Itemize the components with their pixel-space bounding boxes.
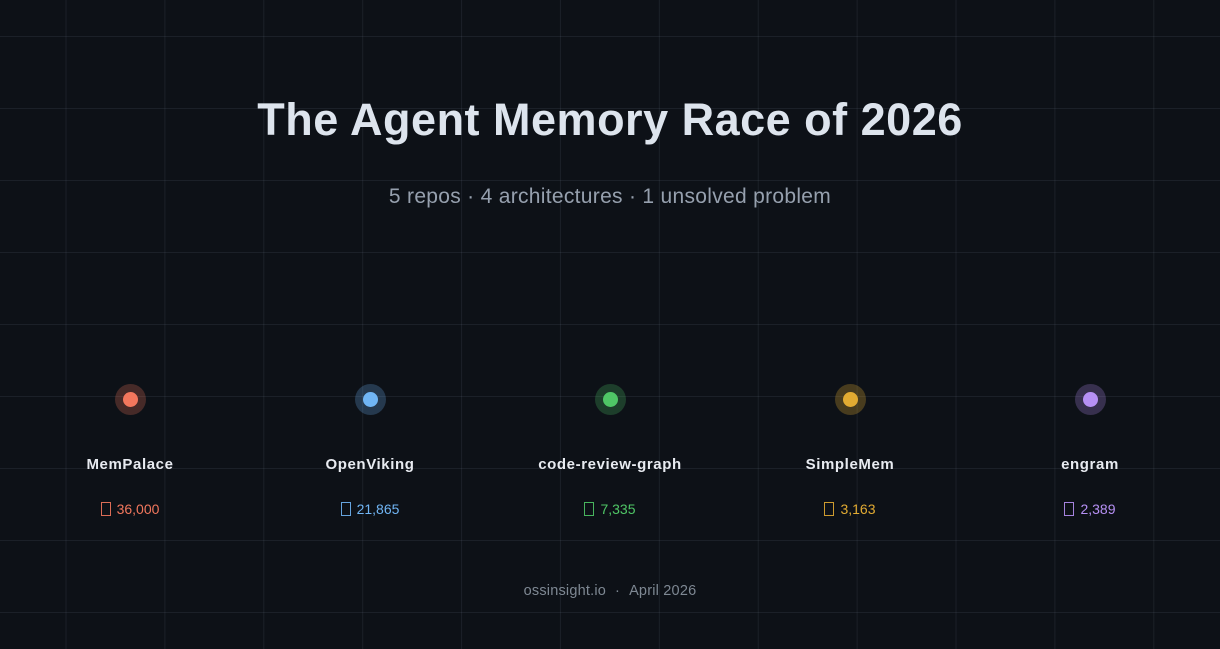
- repo-marker-dot: [842, 392, 858, 407]
- repo-name: engram: [1061, 456, 1119, 473]
- repo-row: MemPalace 36,000 OpenViking 21,865 code-…: [10, 384, 1210, 518]
- star-count-value: 36,000: [116, 501, 160, 517]
- star-count: 36,000: [100, 501, 160, 518]
- repo-marker-ring: [1074, 384, 1106, 415]
- repo-marker-ring: [114, 384, 146, 415]
- star-count: 2,389: [1064, 501, 1116, 518]
- repo-name: SimpleMem: [805, 456, 895, 473]
- repo-marker-ring: [594, 384, 626, 415]
- star-icon: [340, 502, 351, 516]
- repo-column-mempalace: MemPalace 36,000: [10, 384, 250, 518]
- repo-marker-ring: [354, 384, 386, 415]
- repo-column-openviking: OpenViking 21,865: [250, 384, 490, 518]
- star-icon: [1064, 502, 1075, 516]
- star-count-value: 3,163: [840, 501, 876, 517]
- star-icon: [584, 502, 595, 516]
- star-count: 3,163: [824, 501, 876, 518]
- repo-column-simplemem: SimpleMem 3,163: [730, 384, 970, 518]
- repo-name: code-review-graph: [538, 456, 682, 473]
- repo-marker-dot: [362, 392, 378, 407]
- page-title: The Agent Memory Race of 2026: [257, 94, 963, 145]
- star-count-value: 21,865: [356, 501, 400, 517]
- repo-name: MemPalace: [86, 456, 174, 473]
- star-count-value: 7,335: [600, 501, 636, 517]
- page-subtitle: 5 repos · 4 architectures · 1 unsolved p…: [388, 185, 832, 208]
- star-icon: [100, 502, 111, 516]
- repo-marker-dot: [602, 392, 618, 407]
- footer-separator: ·: [615, 583, 621, 599]
- footer-source: ossinsight.io: [523, 583, 607, 599]
- repo-name: OpenViking: [325, 456, 415, 473]
- star-count: 7,335: [584, 501, 636, 518]
- repo-marker-dot: [122, 392, 138, 407]
- star-count-value: 2,389: [1080, 501, 1116, 517]
- repo-column-engram: engram 2,389: [970, 384, 1210, 518]
- repo-marker-dot: [1082, 392, 1098, 407]
- star-icon: [824, 502, 835, 516]
- footer: ossinsight.io · April 2026: [0, 582, 1220, 600]
- repo-marker-ring: [834, 384, 866, 415]
- repo-column-code-review-graph: code-review-graph 7,335: [490, 384, 730, 518]
- footer-date: April 2026: [629, 583, 697, 599]
- star-count: 21,865: [340, 501, 400, 518]
